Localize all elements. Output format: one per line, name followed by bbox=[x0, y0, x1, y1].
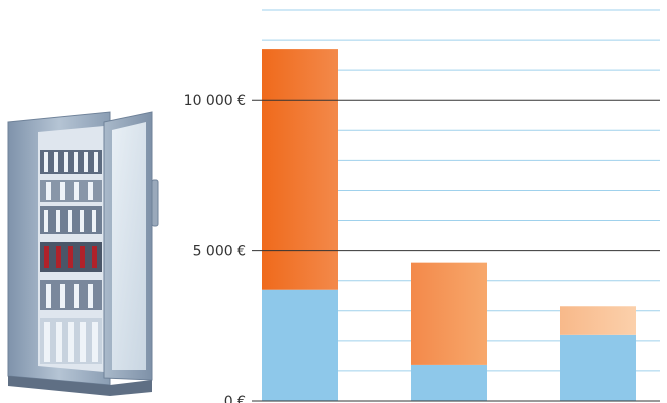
y-tick-label: 5 000 € bbox=[193, 244, 246, 260]
fridge-illustration bbox=[7, 111, 159, 396]
bar-segment-2-3 bbox=[560, 306, 636, 335]
y-axis-ticks: 0 € 5 000 € 10 000 € bbox=[184, 93, 246, 403]
y-tick-label: 0 € bbox=[224, 394, 246, 403]
bar-segment-2-1 bbox=[262, 49, 338, 290]
bar-segment-1-2 bbox=[411, 364, 487, 401]
fridge-handle bbox=[151, 179, 159, 227]
bars bbox=[262, 49, 636, 401]
fridge-shelves bbox=[40, 150, 102, 364]
major-gridlines bbox=[252, 99, 660, 402]
bar-segment-1-1 bbox=[262, 289, 338, 401]
y-tick-label: 10 000 € bbox=[184, 93, 246, 109]
bar-segment-2-2 bbox=[411, 262, 487, 365]
bar-segment-1-3 bbox=[560, 334, 636, 401]
